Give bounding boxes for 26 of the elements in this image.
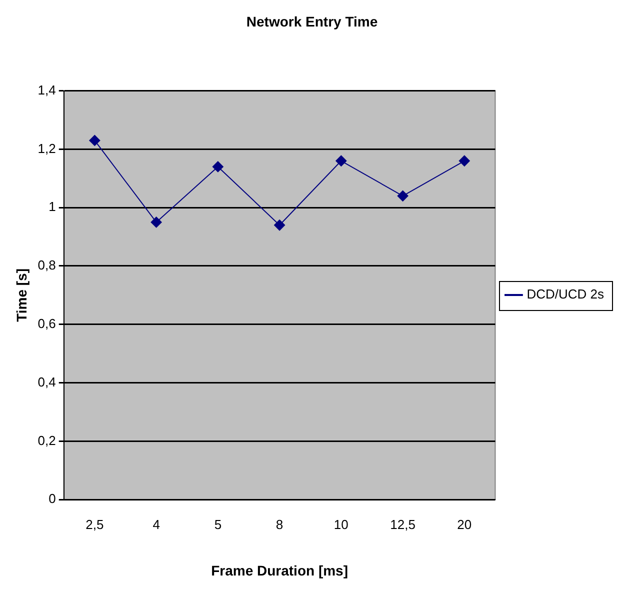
y-tick-label: 1,2 xyxy=(38,140,56,156)
point xyxy=(212,161,224,172)
point xyxy=(89,134,100,146)
x-tick-label: 10 xyxy=(334,516,348,532)
legend-label: DCD/UCD 2s xyxy=(526,286,604,302)
y-tick-label: 0,6 xyxy=(38,316,56,331)
y-tick-label: 0,2 xyxy=(38,432,56,448)
point xyxy=(336,155,347,166)
x-tick-label: 8 xyxy=(276,516,284,532)
y-axis-title: Time [s] xyxy=(13,268,30,322)
y-tick-label: 0,8 xyxy=(38,258,56,273)
x-tick-label: 20 xyxy=(457,516,472,532)
y-tick-label: 1 xyxy=(48,199,56,214)
x-axis-title: Frame Duration [ms] xyxy=(211,562,348,578)
point xyxy=(150,216,162,228)
x-tick-label: 5 xyxy=(214,516,222,532)
point xyxy=(274,220,286,231)
x-tick-label: 4 xyxy=(152,516,160,532)
chart-title: Network Entry Time xyxy=(246,13,378,30)
y-tick-label: 1,4 xyxy=(38,82,56,98)
point xyxy=(397,190,408,202)
x-tick-label: 12,5 xyxy=(390,516,416,532)
y-tick-label: 0 xyxy=(48,491,56,506)
x-tick-label: 2,5 xyxy=(86,516,104,532)
point xyxy=(458,155,470,166)
y-tick-label: 0,4 xyxy=(38,374,56,390)
